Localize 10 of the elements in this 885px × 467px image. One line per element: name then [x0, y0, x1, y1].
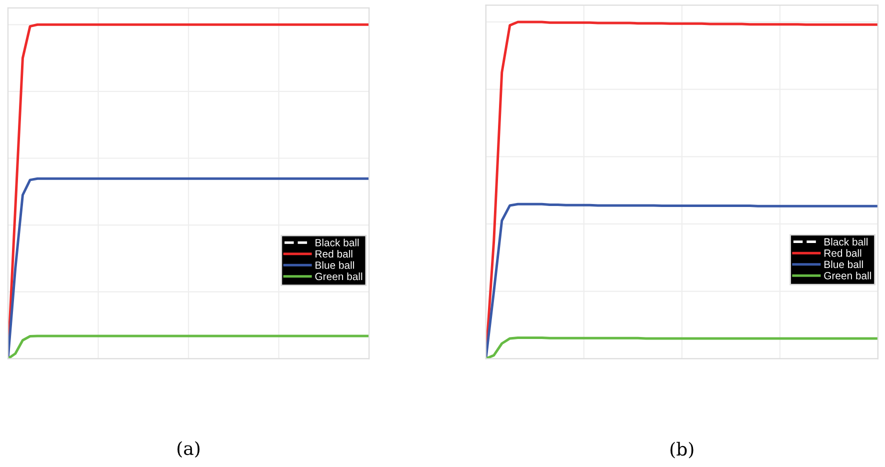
- legend-label: Black ball: [316, 238, 359, 246]
- legend-label: Green ball: [824, 272, 871, 280]
- legend-label: Green ball: [315, 272, 362, 280]
- legend-label: Red ball: [824, 249, 862, 257]
- text: (a): [178, 441, 200, 458]
- legend-label: Blue ball: [824, 260, 863, 268]
- legend-label: Blue ball: [316, 261, 354, 269]
- legend-label: Red ball: [316, 250, 352, 258]
- legend-label: Black ball: [824, 238, 868, 246]
- text: (b): [670, 442, 694, 458]
